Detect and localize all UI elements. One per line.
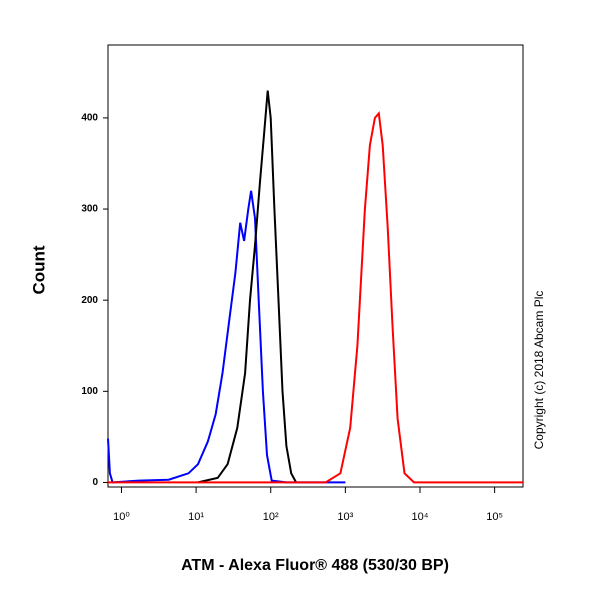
series-line [107,190,346,484]
x-tick-label: 10⁴ [412,511,429,523]
series-line [108,111,523,484]
y-tick-label: 200 [81,295,98,306]
y-tick-label: 100 [81,386,98,397]
x-tick-label: 10¹ [188,511,204,523]
y-tick-label: 0 [92,477,98,488]
x-tick-label: 10³ [337,511,353,523]
x-axis-label: ATM - Alexa Fluor® 488 (530/30 BP) [181,557,449,574]
x-tick-label: 10⁰ [113,511,130,523]
y-tick-label: 400 [81,113,98,124]
x-tick-label: 10² [263,511,279,523]
plot-frame [107,44,524,488]
x-tick-label: 10⁵ [486,511,503,523]
y-axis-label: Count [29,245,48,294]
series-line [197,90,297,484]
y-tick-label: 300 [81,204,98,215]
copyright: Copyright (c) 2018 Abcam Plc [532,291,546,450]
